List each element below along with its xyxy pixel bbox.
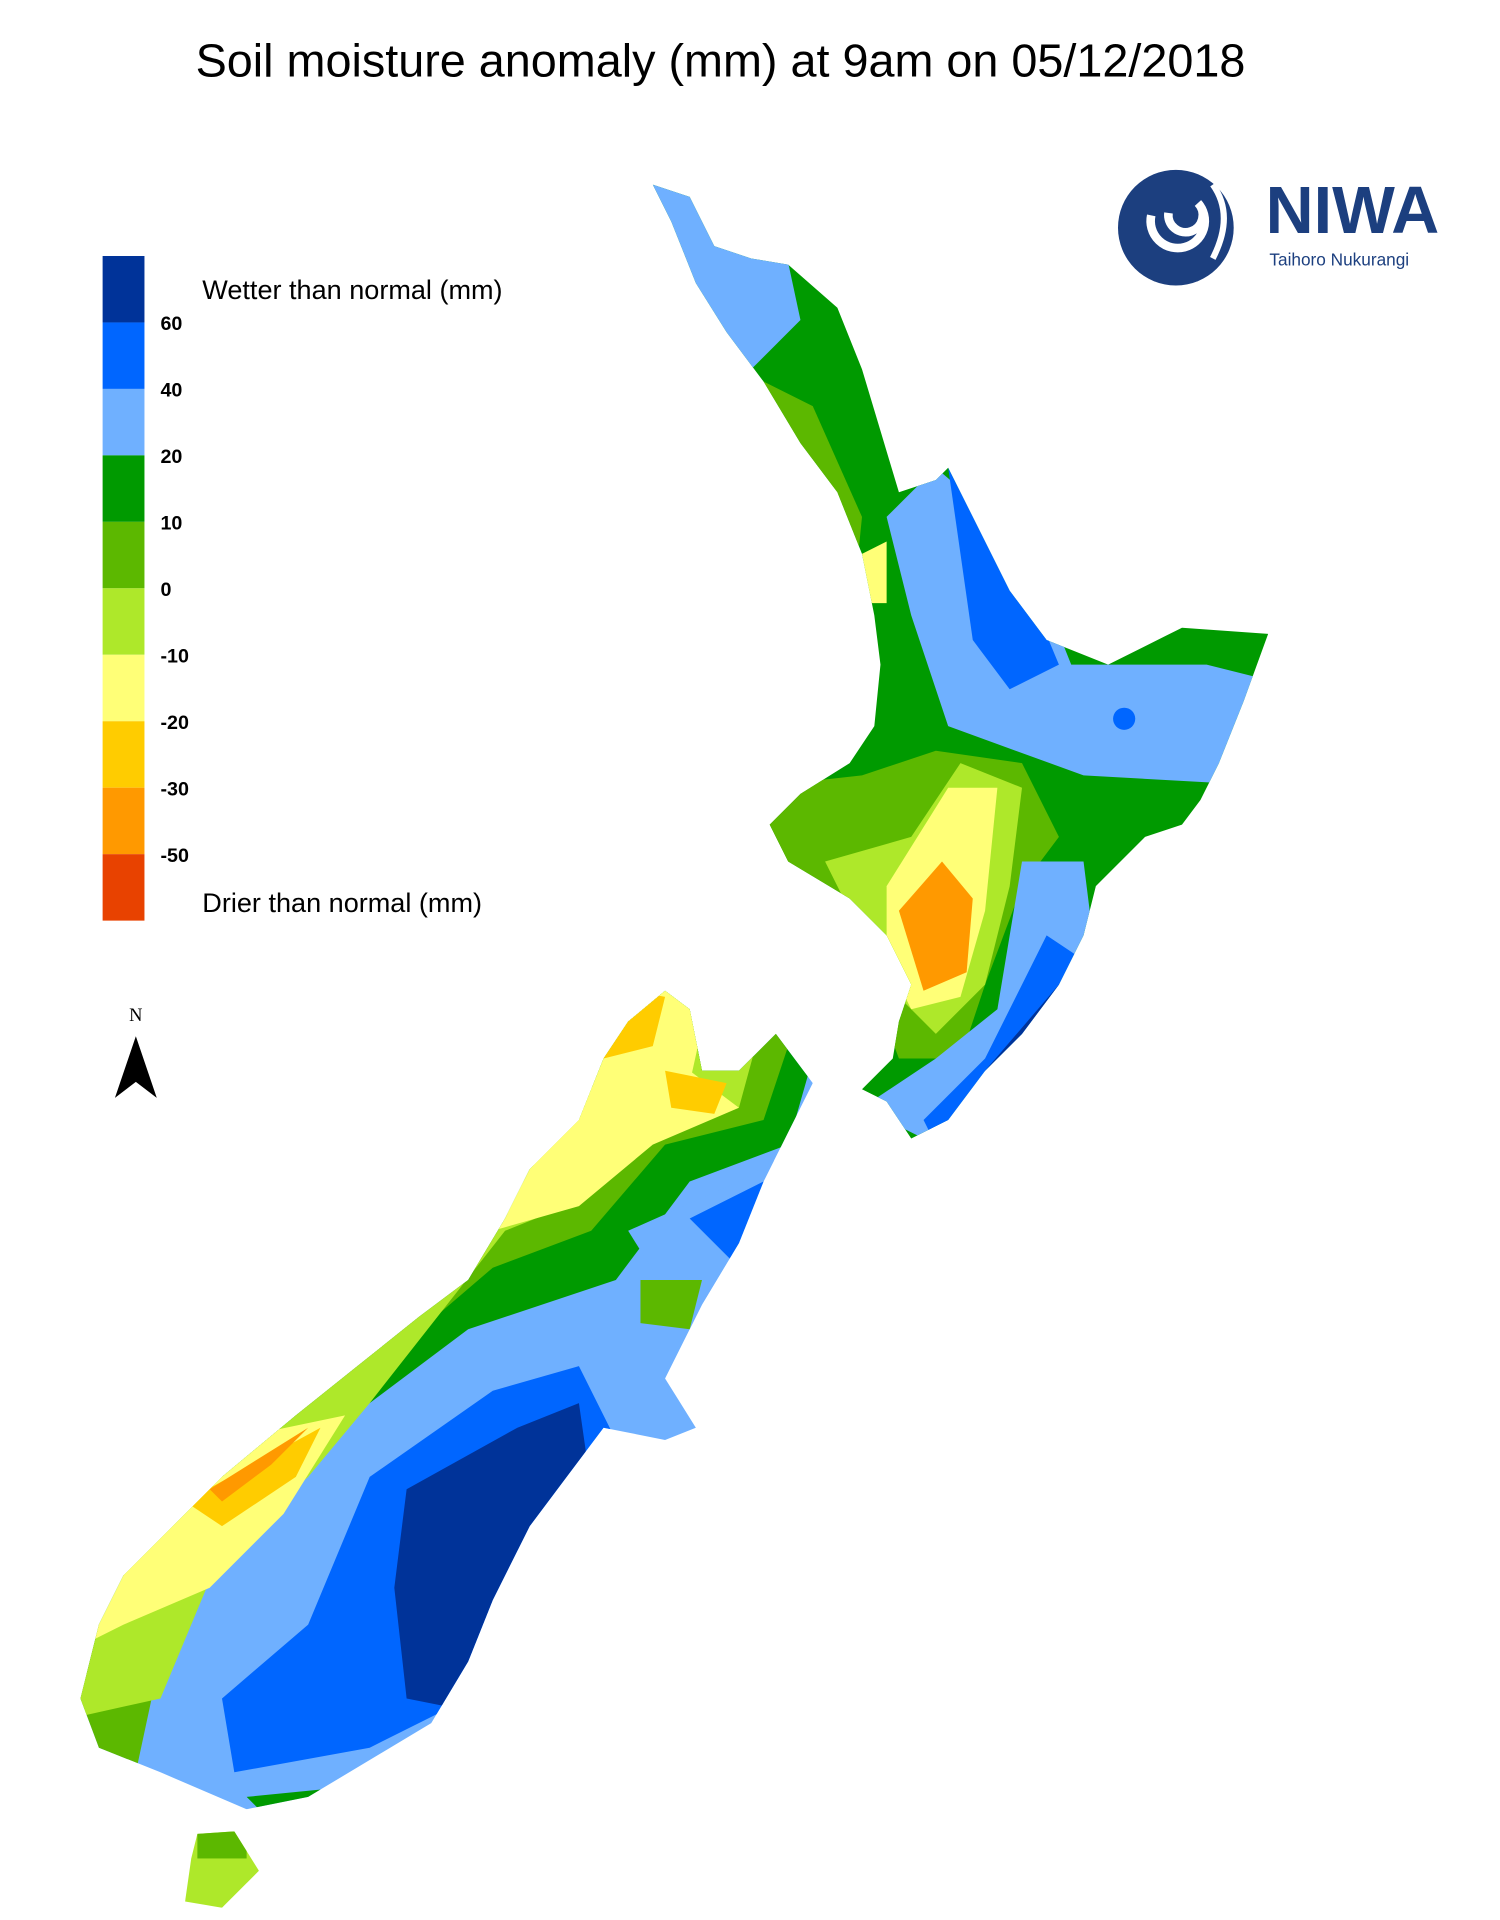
north-label: N <box>129 1005 142 1025</box>
legend: Wetter than normal (mm) Drier than norma… <box>102 256 503 921</box>
logo: NIWA Taihoro Nukurangi <box>1118 169 1440 286</box>
legend-tick-label: 60 <box>160 313 182 335</box>
legend-swatch <box>102 721 145 788</box>
region <box>652 184 801 370</box>
region <box>923 935 1084 1139</box>
legend-drier-label: Drier than normal (mm) <box>202 887 482 918</box>
region <box>862 861 1096 1139</box>
legend-swatch <box>102 455 145 522</box>
legend-tick-label: 0 <box>160 579 171 601</box>
legend-tick-label: 40 <box>160 380 182 402</box>
region <box>640 1280 702 1330</box>
map-title: Soil moisture anomaly (mm) at 9am on 05/… <box>196 34 1246 86</box>
legend-tick-label: -10 <box>160 645 189 667</box>
legend-tick-label: 20 <box>160 446 182 468</box>
legend-swatch <box>102 256 145 323</box>
legend-tick-label: -30 <box>160 778 189 800</box>
legend-swatch <box>102 854 145 921</box>
legend-swatch <box>102 521 145 589</box>
logo-swirl <box>1210 182 1227 260</box>
region <box>898 861 973 991</box>
legend-swatch <box>102 588 145 655</box>
region <box>197 1831 247 1859</box>
legend-swatch <box>102 388 145 456</box>
legend-wetter-label: Wetter than normal (mm) <box>202 274 502 305</box>
south-island <box>80 990 813 1810</box>
legend-tick-label: -20 <box>160 712 189 734</box>
legend-swatch <box>102 787 145 855</box>
north-island <box>652 184 1269 1139</box>
logo-name: NIWA <box>1266 174 1440 248</box>
logo-swirl <box>1146 200 1210 253</box>
legend-tick-label: 10 <box>160 513 182 535</box>
north-arrow <box>114 1036 157 1098</box>
legend-tick-label: -50 <box>160 845 189 867</box>
region <box>665 1070 727 1114</box>
region <box>1113 707 1136 730</box>
legend-swatch <box>102 322 145 389</box>
stewart-island <box>185 1831 259 1908</box>
region <box>209 1427 309 1502</box>
region <box>394 1403 592 1711</box>
logo-tagline: Taihoro Nukurangi <box>1269 249 1409 269</box>
legend-swatch <box>102 654 145 722</box>
region <box>948 467 1059 690</box>
